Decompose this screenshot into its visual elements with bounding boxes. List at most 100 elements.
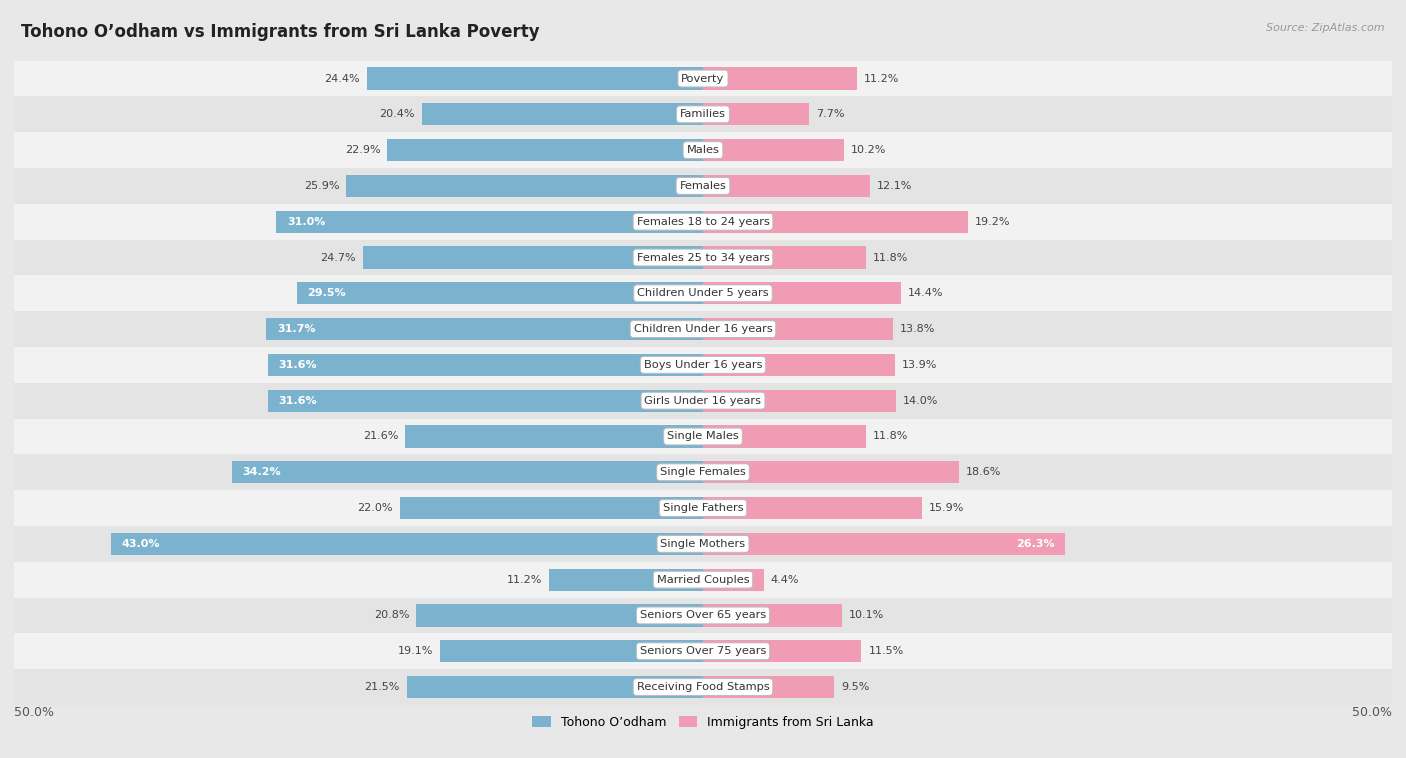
- Bar: [14, 347, 1392, 383]
- Bar: [14, 275, 1392, 312]
- Text: Children Under 5 years: Children Under 5 years: [637, 288, 769, 299]
- Text: 50.0%: 50.0%: [1353, 706, 1392, 719]
- Bar: [703, 139, 844, 161]
- Text: 9.5%: 9.5%: [841, 682, 869, 692]
- Text: 11.8%: 11.8%: [873, 252, 908, 262]
- Text: 7.7%: 7.7%: [815, 109, 845, 119]
- Bar: [703, 67, 858, 89]
- Text: Females 18 to 24 years: Females 18 to 24 years: [637, 217, 769, 227]
- Bar: [14, 490, 1392, 526]
- Text: Girls Under 16 years: Girls Under 16 years: [644, 396, 762, 406]
- Bar: [232, 461, 703, 484]
- Bar: [14, 240, 1392, 275]
- Text: Females: Females: [679, 181, 727, 191]
- Legend: Tohono O’odham, Immigrants from Sri Lanka: Tohono O’odham, Immigrants from Sri Lank…: [527, 711, 879, 735]
- Bar: [703, 175, 870, 197]
- Bar: [14, 312, 1392, 347]
- Bar: [14, 61, 1392, 96]
- Bar: [405, 425, 703, 447]
- Bar: [703, 282, 901, 305]
- Bar: [346, 175, 703, 197]
- Bar: [14, 168, 1392, 204]
- Text: Families: Families: [681, 109, 725, 119]
- Text: 31.6%: 31.6%: [278, 396, 318, 406]
- Text: 19.2%: 19.2%: [974, 217, 1010, 227]
- Bar: [14, 418, 1392, 454]
- Text: 31.7%: 31.7%: [277, 324, 316, 334]
- Bar: [363, 246, 703, 268]
- Text: 22.0%: 22.0%: [357, 503, 392, 513]
- Text: 22.9%: 22.9%: [344, 145, 381, 155]
- Bar: [14, 597, 1392, 634]
- Bar: [703, 425, 866, 447]
- Text: Seniors Over 75 years: Seniors Over 75 years: [640, 647, 766, 656]
- Bar: [399, 497, 703, 519]
- Text: Single Females: Single Females: [661, 467, 745, 478]
- Text: 21.6%: 21.6%: [363, 431, 398, 441]
- Bar: [406, 676, 703, 698]
- Text: 11.2%: 11.2%: [506, 575, 541, 584]
- Text: 24.7%: 24.7%: [321, 252, 356, 262]
- Text: Males: Males: [686, 145, 720, 155]
- Text: 4.4%: 4.4%: [770, 575, 799, 584]
- Bar: [703, 676, 834, 698]
- Text: 14.4%: 14.4%: [908, 288, 943, 299]
- Bar: [703, 318, 893, 340]
- Bar: [703, 211, 967, 233]
- Bar: [14, 383, 1392, 418]
- Bar: [703, 604, 842, 627]
- Bar: [703, 354, 894, 376]
- Bar: [266, 318, 703, 340]
- Text: Single Fathers: Single Fathers: [662, 503, 744, 513]
- Text: 21.5%: 21.5%: [364, 682, 399, 692]
- Bar: [703, 461, 959, 484]
- Bar: [14, 562, 1392, 597]
- Bar: [388, 139, 703, 161]
- Text: 31.6%: 31.6%: [278, 360, 318, 370]
- Text: 34.2%: 34.2%: [243, 467, 281, 478]
- Text: 19.1%: 19.1%: [398, 647, 433, 656]
- Bar: [367, 67, 703, 89]
- Text: Females 25 to 34 years: Females 25 to 34 years: [637, 252, 769, 262]
- Text: Children Under 16 years: Children Under 16 years: [634, 324, 772, 334]
- Text: 10.2%: 10.2%: [851, 145, 886, 155]
- Text: Married Couples: Married Couples: [657, 575, 749, 584]
- Bar: [416, 604, 703, 627]
- Text: 15.9%: 15.9%: [929, 503, 965, 513]
- Bar: [548, 568, 703, 590]
- Text: 12.1%: 12.1%: [876, 181, 912, 191]
- Bar: [297, 282, 703, 305]
- Text: 25.9%: 25.9%: [304, 181, 339, 191]
- Bar: [703, 497, 922, 519]
- Text: Tohono O’odham vs Immigrants from Sri Lanka Poverty: Tohono O’odham vs Immigrants from Sri La…: [21, 23, 540, 41]
- Text: 14.0%: 14.0%: [903, 396, 938, 406]
- Text: 20.8%: 20.8%: [374, 610, 409, 621]
- Bar: [703, 103, 808, 125]
- Bar: [267, 354, 703, 376]
- Bar: [703, 390, 896, 412]
- Text: Poverty: Poverty: [682, 74, 724, 83]
- Bar: [267, 390, 703, 412]
- Bar: [703, 568, 763, 590]
- Text: 10.1%: 10.1%: [849, 610, 884, 621]
- Bar: [422, 103, 703, 125]
- Text: 11.5%: 11.5%: [869, 647, 904, 656]
- Bar: [703, 641, 862, 662]
- Bar: [111, 533, 703, 555]
- Text: 20.4%: 20.4%: [380, 109, 415, 119]
- Text: 43.0%: 43.0%: [121, 539, 160, 549]
- Bar: [440, 641, 703, 662]
- Bar: [14, 132, 1392, 168]
- Bar: [703, 533, 1066, 555]
- Text: 11.2%: 11.2%: [865, 74, 900, 83]
- Text: 13.8%: 13.8%: [900, 324, 935, 334]
- Bar: [14, 454, 1392, 490]
- Text: 29.5%: 29.5%: [308, 288, 346, 299]
- Text: 50.0%: 50.0%: [14, 706, 53, 719]
- Bar: [703, 246, 866, 268]
- Text: Seniors Over 65 years: Seniors Over 65 years: [640, 610, 766, 621]
- Bar: [14, 204, 1392, 240]
- Bar: [14, 669, 1392, 705]
- Text: 31.0%: 31.0%: [287, 217, 325, 227]
- Text: Boys Under 16 years: Boys Under 16 years: [644, 360, 762, 370]
